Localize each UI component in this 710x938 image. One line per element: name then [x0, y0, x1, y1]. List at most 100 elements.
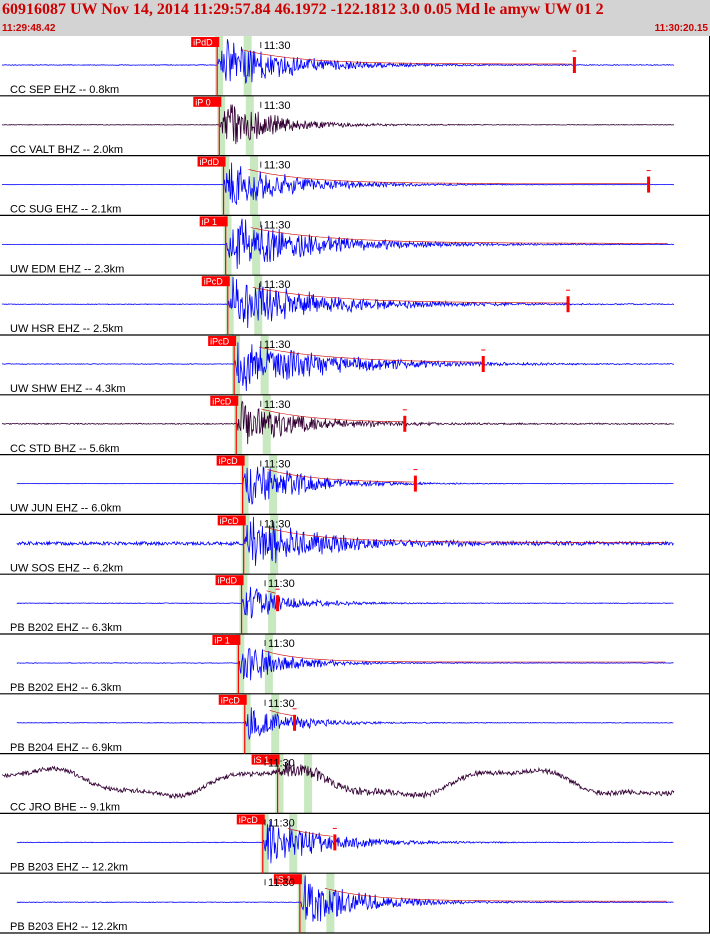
- pick-label: iPcD: [212, 396, 232, 406]
- coda-envelope: [269, 710, 294, 716]
- trace-panel: iP 0 11:30 CC VALT BHZ -- 2.0km: [0, 96, 710, 157]
- coda-envelope: [259, 346, 482, 363]
- coda-envelope: [263, 650, 666, 663]
- pick-label: iP 1: [214, 636, 229, 646]
- pick-label: iP 0: [195, 97, 210, 107]
- station-label: PB B202 EH2 -- 6.3km: [10, 682, 121, 694]
- time-band: [217, 95, 226, 156]
- time-band: [268, 574, 277, 634]
- pick-label: iS 1: [276, 875, 292, 885]
- waveform-trace: [16, 586, 674, 619]
- coda-envelope: [248, 169, 648, 184]
- station-label: UW SHW EHZ -- 4.3km: [10, 383, 126, 395]
- minute-label: 11:30: [264, 160, 291, 172]
- pick-label: iPdD: [200, 157, 220, 167]
- waveform-trace: [2, 162, 675, 205]
- pick-box: [273, 874, 302, 885]
- minute-label: 11:30: [264, 40, 291, 52]
- pick-box: [208, 336, 237, 346]
- coda-envelope: [268, 527, 665, 543]
- station-label: CC VALT BHZ -- 2.0km: [10, 144, 123, 156]
- time-band: [297, 873, 306, 933]
- coda-envelope: [242, 49, 573, 65]
- minute-label: 11:30: [268, 578, 295, 590]
- pick-label: iPcD: [239, 815, 259, 825]
- station-label: PB B203 EHZ -- 12.2km: [10, 861, 128, 873]
- time-band: [264, 634, 273, 694]
- station-label: UW EDM EHZ -- 2.3km: [10, 263, 124, 275]
- pick-box: [201, 276, 230, 287]
- pick-box: [193, 96, 222, 107]
- trace-panel: iPcD 11:30 UW SHW EHZ -- 4.3km: [0, 336, 710, 396]
- time-band: [240, 454, 249, 515]
- waveform-trace: [1, 760, 675, 800]
- waveform-trace: [1, 218, 675, 269]
- start-time-label: 11:29:48.42: [2, 23, 56, 34]
- pick-box: [215, 575, 244, 586]
- pick-box: [236, 814, 265, 825]
- station-label: UW JUN EHZ -- 6.0km: [10, 503, 121, 515]
- waveform-trace: [1, 276, 675, 329]
- station-label: PB B204 EHZ -- 6.9km: [10, 742, 122, 754]
- waveform-trace: [1, 104, 675, 145]
- coda-envelope: [266, 590, 276, 594]
- minute-label: 11:30: [264, 459, 291, 471]
- time-band: [260, 335, 269, 395]
- time-band: [221, 155, 230, 216]
- pick-box: [218, 694, 247, 705]
- event-title: 60916087 UW Nov 14, 2014 11:29:57.84 46.…: [2, 1, 604, 18]
- seismogram-plot: iPdD 11:30 CC SEP EHZ -- 0.8km iP 0 11:30 CC …: [0, 36, 710, 934]
- pick-label: iPcD: [221, 695, 241, 705]
- waveform-trace: [1, 400, 675, 445]
- pick-label: iPdD: [193, 38, 213, 48]
- pick-box: [197, 156, 226, 167]
- station-label: CC SUG EHZ -- 2.1km: [10, 204, 121, 216]
- minute-label: 11:30: [264, 219, 291, 231]
- trace-panel: iS 111:30 CC JRO BHE -- 9.1km: [0, 754, 710, 815]
- minute-label: 11:30: [268, 638, 295, 650]
- time-band: [271, 693, 280, 754]
- waveform-trace: [16, 516, 674, 566]
- pick-label: iP 1: [202, 217, 217, 227]
- minute-label: 11:30: [264, 100, 291, 112]
- waveform-trace: [16, 875, 674, 922]
- waveform-trace: [16, 707, 674, 741]
- pick-label: iPcD: [204, 277, 224, 287]
- time-band: [262, 394, 271, 455]
- pick-label: iPdD: [218, 576, 238, 586]
- coda-envelope: [287, 828, 333, 837]
- pick-box: [191, 37, 220, 47]
- coda-envelope: [267, 469, 415, 483]
- station-label: CC SEP EHZ -- 0.8km: [10, 84, 119, 96]
- minute-label: 11:30: [268, 758, 295, 770]
- station-label: PB B203 EH2 -- 12.2km: [10, 921, 127, 933]
- station-label: PB B202 EHZ -- 6.3km: [10, 622, 122, 634]
- trace-panel: iPdD 11:30 CC SEP EHZ -- 0.8km: [0, 37, 710, 97]
- time-band: [242, 693, 251, 754]
- waveform-trace: [16, 820, 674, 864]
- coda-envelope: [252, 287, 568, 304]
- pick-box: [217, 515, 246, 526]
- waveform-trace: [1, 342, 675, 392]
- pick-box: [251, 754, 280, 765]
- trace-panel: iPdD 11:30 PB B202 EHZ -- 6.3km: [0, 575, 710, 635]
- coda-envelope: [324, 887, 667, 902]
- trace-panel: iPcD 11:30 UW HSR EHZ -- 2.5km: [0, 276, 710, 336]
- pick-label: iPcD: [220, 516, 240, 526]
- minute-label: 11:30: [264, 518, 291, 530]
- pick-box: [212, 635, 241, 645]
- waveform-trace: [16, 647, 674, 681]
- trace-panel: iP 1 11:30 PB B202 EH2 -- 6.3km: [0, 635, 710, 695]
- station-label: CC JRO BHE -- 9.1km: [10, 802, 120, 814]
- time-band: [241, 514, 250, 575]
- trace-panel: iPcD 11:30 PB B204 EHZ -- 6.9km: [0, 694, 710, 755]
- trace-panel: iPcD 11:30 PB B203 EHZ -- 12.2km: [0, 814, 710, 874]
- time-band: [215, 36, 224, 96]
- time-band: [223, 215, 232, 276]
- time-band: [236, 634, 245, 694]
- station-label: UW HSR EHZ -- 2.5km: [10, 323, 123, 335]
- coda-envelope: [261, 408, 403, 423]
- minute-label: 11:30: [264, 399, 291, 411]
- trace-panel: iS 111:30 PB B203 EH2 -- 12.2km: [0, 874, 710, 934]
- station-label: UW SOS EHZ -- 6.2km: [10, 562, 123, 574]
